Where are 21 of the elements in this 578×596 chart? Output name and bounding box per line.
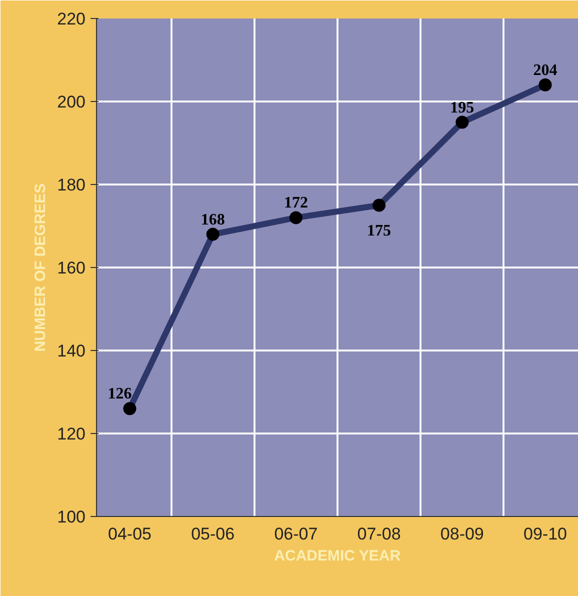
x-tick-label: 04-05 [108, 524, 152, 544]
y-axis-title: NUMBER OF DEGREES [32, 183, 50, 352]
y-tick-label: 180 [57, 176, 86, 194]
data-label: 175 [367, 222, 392, 240]
data-label: 126 [108, 386, 132, 403]
y-tick-label: 160 [57, 258, 86, 278]
y-tick-label: 220 [57, 10, 86, 28]
data-label: 168 [200, 211, 225, 228]
x-tick-label: 06-07 [274, 524, 318, 544]
data-label: 204 [533, 62, 558, 79]
y-tick-label: 140 [57, 342, 86, 360]
x-tick-label: 09-10 [524, 524, 568, 544]
y-tick-label: 120 [57, 424, 86, 444]
x-tick-label: 05-06 [191, 524, 235, 544]
data-label: 172 [284, 194, 308, 212]
data-label: 195 [450, 99, 474, 116]
x-axis-title: ACADEMIC YEAR [274, 548, 401, 564]
y-tick-label: 200 [57, 92, 86, 112]
x-tick-label: 07-08 [357, 524, 401, 544]
x-tick-label: 08-09 [440, 524, 484, 544]
y-tick-label: 100 [57, 508, 86, 526]
